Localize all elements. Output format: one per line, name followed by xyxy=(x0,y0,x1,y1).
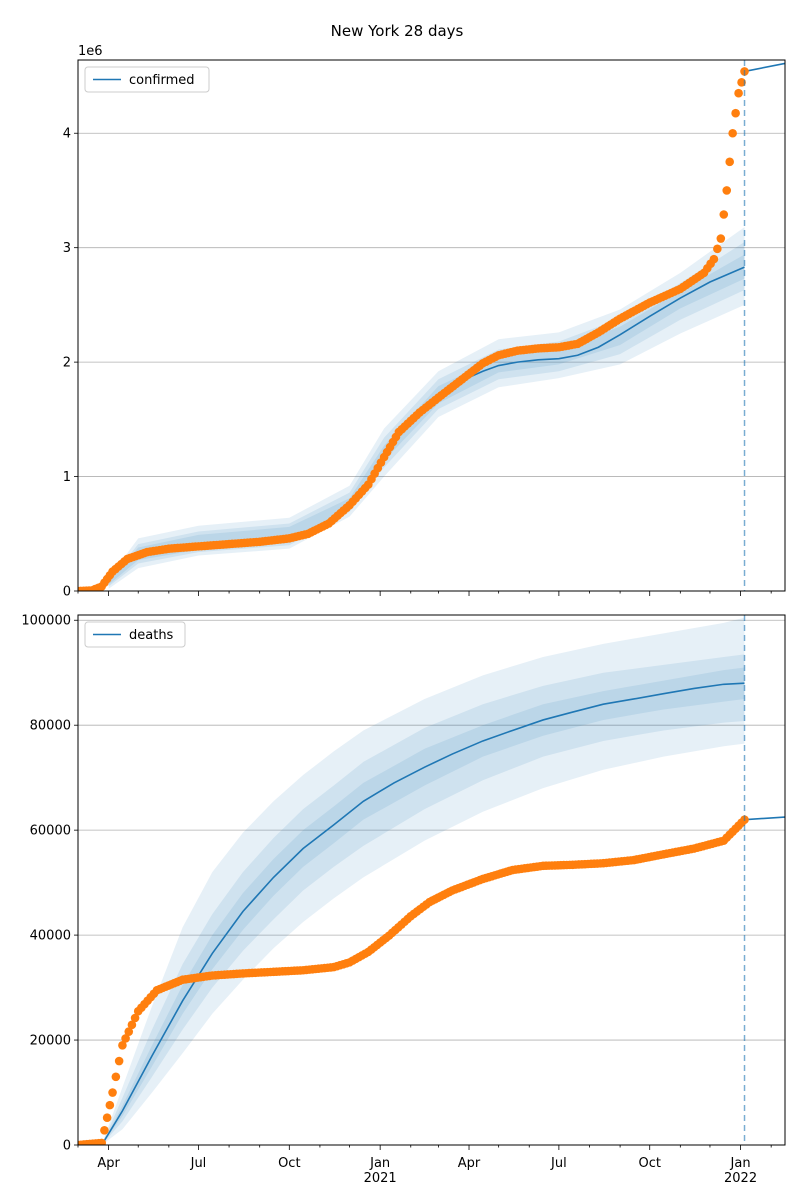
x-tick-label: Apr xyxy=(458,1156,481,1171)
y-tick-label: 2 xyxy=(63,356,71,371)
panel-confirmed: 0 1 2 3 4 1e6 confirmed xyxy=(63,44,786,600)
legend-label: confirmed xyxy=(129,73,195,88)
uncertainty-band xyxy=(101,667,745,1145)
observed-point xyxy=(734,88,743,98)
observed-point xyxy=(108,1088,117,1097)
legend-frame xyxy=(84,66,210,93)
axes-frame xyxy=(77,614,786,1146)
observed-point xyxy=(716,234,726,243)
model-line-deaths xyxy=(101,682,745,1145)
x-tick-year-label: 2021 xyxy=(364,1171,397,1186)
y-tick-label: 4 xyxy=(63,127,71,142)
axes-frame xyxy=(77,59,786,592)
plot-area xyxy=(78,62,785,591)
x-tick-label: Apr xyxy=(97,1156,120,1171)
figure-title: New York 28 days xyxy=(331,22,464,40)
observed-point xyxy=(100,1126,109,1135)
y-tick-label: 20000 xyxy=(30,1034,71,1049)
observed-point xyxy=(709,254,719,264)
legend-label: deaths xyxy=(129,628,174,643)
y-tick-label: 1 xyxy=(63,470,71,485)
uncertainty-band xyxy=(108,241,745,587)
y-tick-label: 0 xyxy=(63,585,71,600)
observed-point xyxy=(127,1020,137,1030)
x-tick-label: Oct xyxy=(638,1156,660,1171)
observed-point xyxy=(124,1027,134,1036)
x-tick-label: Jan xyxy=(730,1156,751,1171)
y-tick-label: 0 xyxy=(63,1139,71,1154)
plot-area xyxy=(78,617,785,1145)
uncertainty-band xyxy=(101,617,745,1145)
y-axis-offset-label: 1e6 xyxy=(78,44,103,59)
uncertainty-band xyxy=(101,654,745,1145)
y-tick-label: 3 xyxy=(63,241,71,256)
observed-point xyxy=(719,210,729,219)
observed-point xyxy=(731,108,740,118)
projection-line xyxy=(744,62,785,73)
x-tick-label: Jan xyxy=(369,1156,390,1171)
legend: deaths xyxy=(84,621,186,648)
observed-point xyxy=(118,1040,127,1050)
observed-point xyxy=(737,78,746,87)
y-tick-label: 40000 xyxy=(30,929,71,944)
projection-line xyxy=(744,816,785,821)
x-tick-year-label: 2022 xyxy=(724,1171,757,1186)
observed-point xyxy=(713,244,722,254)
observed-point xyxy=(114,1056,124,1066)
y-tick-label: 100000 xyxy=(21,614,71,629)
y-tick-label: 80000 xyxy=(30,719,71,734)
observed-point xyxy=(722,186,732,195)
x-tick-label: Jul xyxy=(550,1156,567,1171)
legend-frame xyxy=(84,621,186,648)
observed-point xyxy=(725,157,735,167)
observed-point xyxy=(102,1113,112,1123)
observed-point xyxy=(728,128,737,138)
observed-point xyxy=(121,1034,130,1043)
observed-points xyxy=(78,815,749,1145)
observed-point xyxy=(111,1072,121,1082)
x-tick-label: Jul xyxy=(190,1156,207,1171)
observed-points xyxy=(78,67,749,591)
observed-point xyxy=(130,1013,140,1023)
observed-point xyxy=(105,1100,115,1110)
legend: confirmed xyxy=(84,66,210,93)
x-tick-label: Oct xyxy=(278,1156,300,1171)
observed-point xyxy=(97,1138,106,1145)
y-tick-label: 60000 xyxy=(30,824,71,839)
